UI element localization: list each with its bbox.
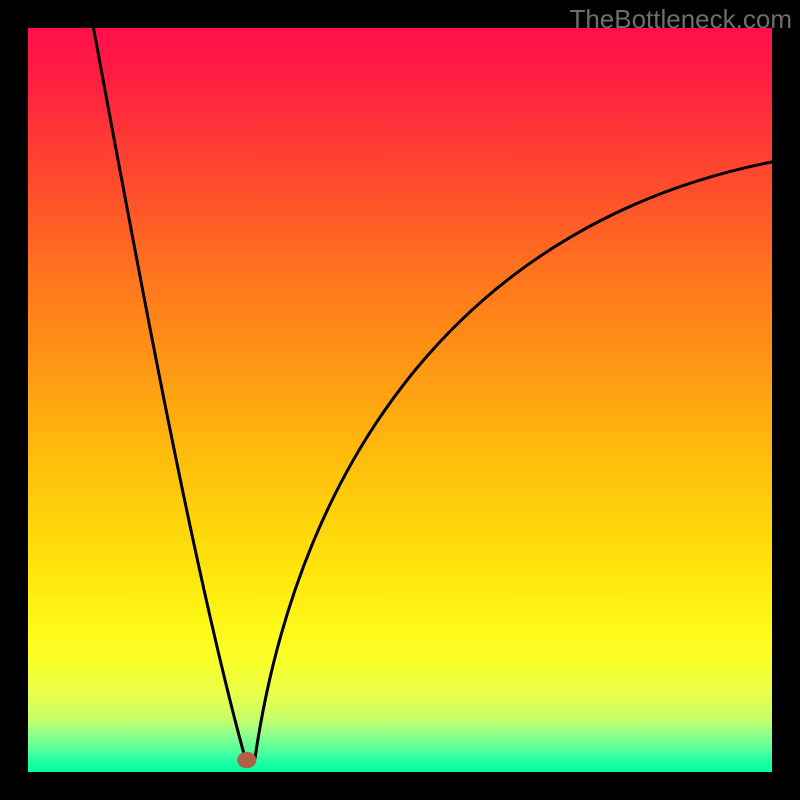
vertex-marker [237,752,256,768]
curve-left-branch [93,28,245,759]
curve-right-branch [255,162,772,759]
plot-area [28,28,772,772]
watermark-text: TheBottleneck.com [569,4,792,35]
chart-root: TheBottleneck.com [0,0,800,800]
curve-layer [28,28,772,772]
